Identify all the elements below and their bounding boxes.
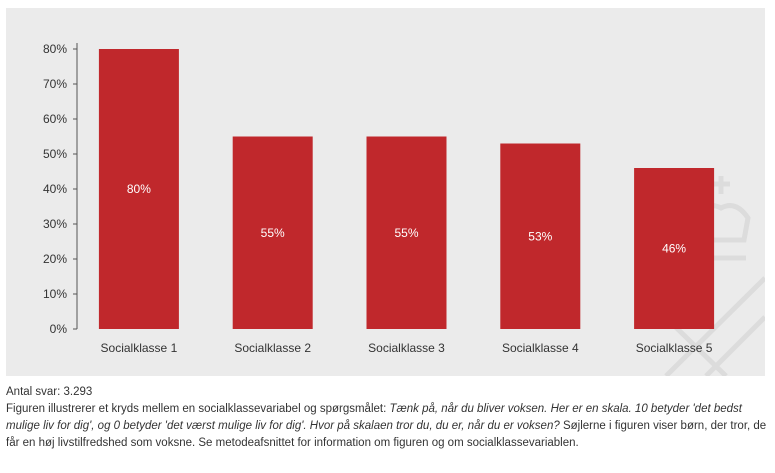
- answer-count: Antal svar: 3.293: [6, 386, 93, 398]
- x-category-label: Socialklasse 1: [101, 341, 178, 355]
- y-tick-label: 0%: [50, 322, 68, 336]
- x-category-label: Socialklasse 4: [502, 341, 579, 355]
- bar-value-label: 55%: [394, 226, 418, 240]
- chart-caption: Antal svar: 3.293 Figuren illustrerer et…: [6, 384, 770, 452]
- y-tick-label: 50%: [43, 147, 67, 161]
- bar: [634, 168, 715, 329]
- y-tick-label: 40%: [43, 182, 67, 196]
- y-tick-label: 70%: [43, 77, 67, 91]
- bar: [98, 49, 179, 329]
- bar: [366, 136, 447, 329]
- bar-value-label: 46%: [662, 242, 686, 256]
- caption-description: Figuren illustrerer et kryds mellem en s…: [6, 401, 770, 452]
- y-tick-label: 20%: [43, 252, 67, 266]
- caption-intro: Figuren illustrerer et kryds mellem en s…: [6, 403, 390, 415]
- x-category-label: Socialklasse 5: [636, 341, 713, 355]
- bar-chart: 0% 10% 20% 30% 40% 50% 60% 70% 80% 80% Socialklass…: [43, 42, 715, 355]
- y-tick-label: 80%: [43, 42, 67, 56]
- bar-value-label: 55%: [261, 226, 285, 240]
- bar-value-label: 53%: [528, 229, 552, 243]
- caption-question: Tænk på, når du bliver voksen. Her er en…: [6, 403, 742, 432]
- y-tick-label: 10%: [43, 287, 67, 301]
- x-category-label: Socialklasse 3: [368, 341, 445, 355]
- bar: [232, 136, 313, 329]
- y-tick-label: 60%: [43, 112, 67, 126]
- chart-panel: 0% 10% 20% 30% 40% 50% 60% 70% 80% 80% Socialklass…: [6, 8, 765, 376]
- y-tick-label: 30%: [43, 217, 67, 231]
- x-category-label: Socialklasse 2: [234, 341, 311, 355]
- caption-outro: Søjlerne i figuren viser børn, der tror,…: [6, 420, 767, 449]
- bar-value-label: 80%: [127, 182, 151, 196]
- bar: [500, 143, 581, 329]
